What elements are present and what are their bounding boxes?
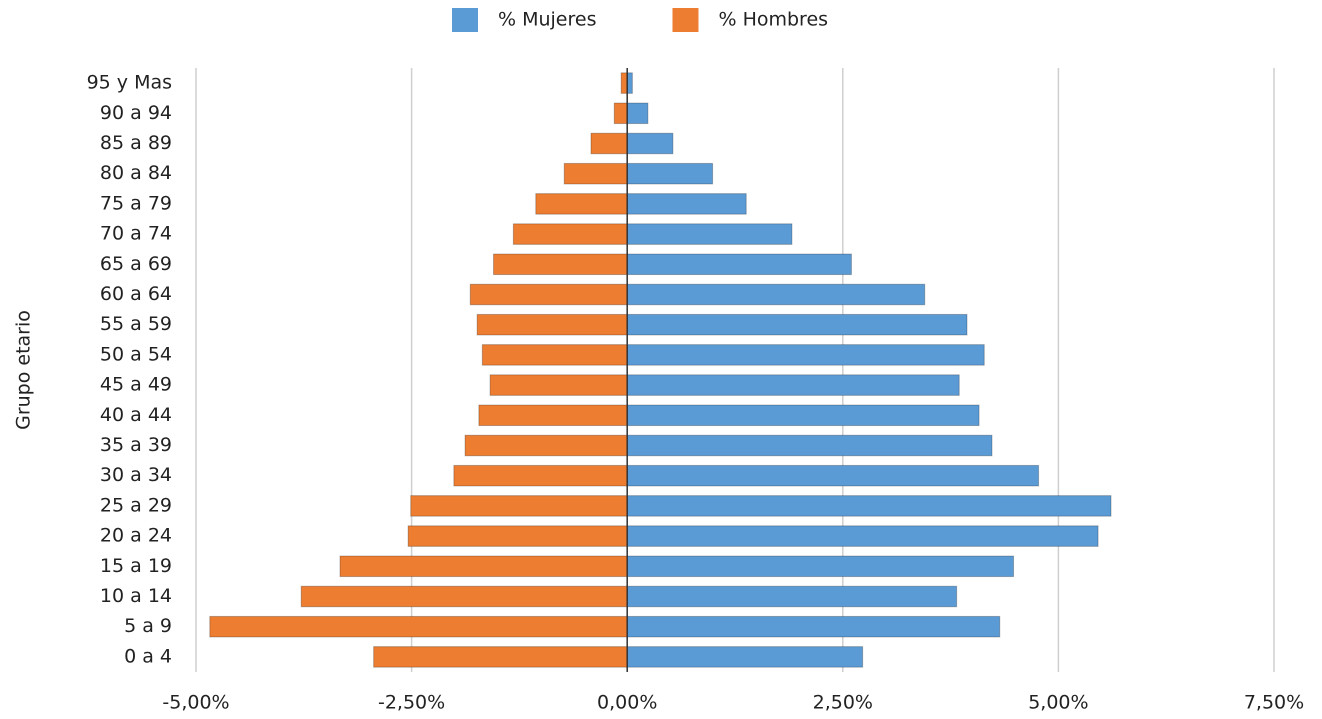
x-tick-label: 7,50%: [1244, 692, 1304, 714]
bar: [590, 132, 628, 155]
bar: [481, 344, 628, 366]
y-tick-label: 5 a 9: [124, 615, 172, 637]
bar: [626, 615, 1001, 638]
bar: [300, 585, 628, 608]
x-tick-label: 2,50%: [813, 692, 873, 714]
legend-label: % Mujeres: [498, 9, 596, 31]
bar: [209, 615, 628, 638]
bar: [410, 495, 628, 517]
bar: [626, 374, 960, 396]
bar: [626, 404, 980, 427]
y-tick-label: 50 a 54: [100, 343, 172, 365]
bar: [407, 525, 628, 547]
x-tick-label: -5,00%: [162, 692, 229, 714]
y-tick-label: 90 a 94: [100, 102, 172, 124]
y-tick-label: 40 a 44: [100, 404, 172, 426]
bar: [626, 434, 993, 457]
bar: [478, 404, 628, 427]
bar: [626, 464, 1040, 487]
bar: [626, 193, 747, 215]
y-tick-label: 60 a 64: [100, 283, 172, 305]
y-tick-label: 95 y Mas: [87, 72, 172, 94]
bar: [626, 162, 714, 185]
bar: [626, 585, 958, 608]
y-tick-label: 70 a 74: [100, 223, 172, 245]
bar: [626, 283, 926, 306]
bar: [626, 525, 1099, 547]
bar: [626, 102, 649, 125]
x-tick-label: 0,00%: [597, 692, 657, 714]
y-axis-label: Grupo etario: [13, 310, 35, 430]
y-tick-label: 25 a 29: [100, 494, 172, 516]
bar: [489, 374, 628, 396]
bar: [493, 253, 628, 276]
legend-swatch: [672, 8, 699, 32]
y-tick-label: 0 a 4: [124, 645, 172, 667]
y-tick-label: 15 a 19: [100, 555, 172, 577]
bar: [626, 555, 1015, 578]
y-tick-label: 10 a 14: [100, 585, 172, 607]
bar: [626, 253, 852, 276]
y-tick-label: 80 a 84: [100, 162, 172, 184]
y-tick-label: 75 a 79: [100, 192, 172, 214]
bar: [626, 72, 633, 94]
y-tick-label: 85 a 89: [100, 132, 172, 154]
x-tick-label: -2,50%: [378, 692, 445, 714]
bar: [464, 434, 628, 457]
x-tick-label: 5,00%: [1028, 692, 1088, 714]
y-tick-label: 65 a 69: [100, 253, 172, 275]
legend-label: % Hombres: [718, 9, 828, 31]
bar: [373, 646, 628, 668]
bar: [453, 464, 628, 487]
bar: [626, 344, 985, 366]
bar: [626, 646, 864, 668]
bar: [626, 223, 793, 245]
bar: [563, 162, 628, 185]
bar: [626, 132, 674, 155]
bar: [469, 283, 628, 306]
y-tick-label: 55 a 59: [100, 313, 172, 335]
bar: [620, 72, 628, 94]
bar: [613, 102, 628, 125]
legend-swatch: [452, 8, 478, 32]
bar: [339, 555, 628, 578]
bar: [535, 193, 628, 215]
y-tick-label: 35 a 39: [100, 434, 172, 456]
bar: [626, 313, 968, 336]
bar: [512, 223, 628, 245]
bar: [476, 313, 628, 336]
y-tick-label: 30 a 34: [100, 464, 172, 486]
y-tick-label: 20 a 24: [100, 525, 172, 547]
y-tick-label: 45 a 49: [100, 374, 172, 396]
bar: [626, 495, 1112, 517]
